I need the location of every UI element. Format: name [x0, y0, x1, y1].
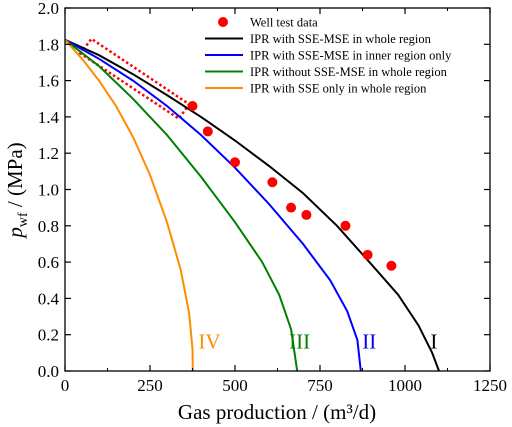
series-line-3	[65, 39, 299, 371]
curve-label-IV: IV	[198, 330, 220, 354]
curve-label-I: I	[430, 330, 437, 354]
series-line-4	[65, 39, 194, 371]
y-tick-label: 1.2	[38, 144, 59, 163]
well-test-point	[267, 177, 278, 188]
y-tick-label: 1.6	[38, 72, 59, 91]
y-tick-label: 2.0	[38, 0, 59, 18]
series-line-1	[65, 38, 440, 371]
y-tick-label: 1.8	[38, 35, 59, 54]
x-tick-label: 0	[61, 376, 70, 395]
y-axis-symbol: p	[3, 227, 27, 240]
x-tick-label: 1250	[473, 376, 507, 395]
x-tick-label: 750	[307, 376, 333, 395]
series-layer	[65, 38, 440, 371]
well-test-point	[187, 101, 198, 112]
y-tick-label: 0.8	[38, 217, 59, 236]
axes: 0 250 500 750 1000 1250 0.0 0.2 0.4 0.6 0.8 1.0 1.2 1…	[38, 0, 507, 395]
x-tick-label: 1000	[388, 376, 422, 395]
y-tick-label: 0.6	[38, 253, 59, 272]
x-tick-label: 500	[222, 376, 248, 395]
well-test-point	[230, 157, 240, 168]
legend: Well test data IPR with SSE-MSE in whole …	[205, 16, 452, 96]
y-axis-subscript: wf	[16, 212, 31, 227]
legend-label: IPR with SSE-MSE in inner region only	[250, 49, 452, 63]
well-test-point	[202, 126, 213, 137]
series-line-2	[65, 38, 362, 371]
x-tick-label: 250	[137, 376, 163, 395]
y-tick-label: 1.0	[38, 181, 59, 200]
well-test-point	[362, 249, 373, 260]
y-tick-label: 0.2	[38, 326, 59, 345]
legend-label: IPR with SSE-MSE in whole region	[250, 32, 432, 46]
curve-label-III: III	[289, 330, 310, 354]
x-axis-title: Gas production / (m³/d)	[178, 400, 376, 424]
legend-label: IPR without SSE-MSE in whole region	[250, 65, 448, 79]
well-test-point	[286, 202, 297, 213]
y-tick-label: 0.4	[38, 289, 60, 308]
legend-marker-well-test	[218, 17, 228, 27]
well-test-point	[301, 209, 312, 220]
legend-label: Well test data	[250, 16, 318, 30]
y-tick-label: 1.4	[38, 108, 60, 127]
y-axis-title: pwf / (MPa)	[3, 142, 31, 239]
well-test-point	[386, 260, 397, 271]
scatter-layer	[187, 101, 397, 271]
y-axis-unit: / (MPa)	[3, 142, 27, 212]
legend-label: IPR with SSE only in whole region	[250, 82, 427, 96]
well-test-point	[340, 220, 351, 231]
curve-label-II: II	[362, 330, 376, 354]
y-tick-label: 0.0	[38, 362, 59, 381]
